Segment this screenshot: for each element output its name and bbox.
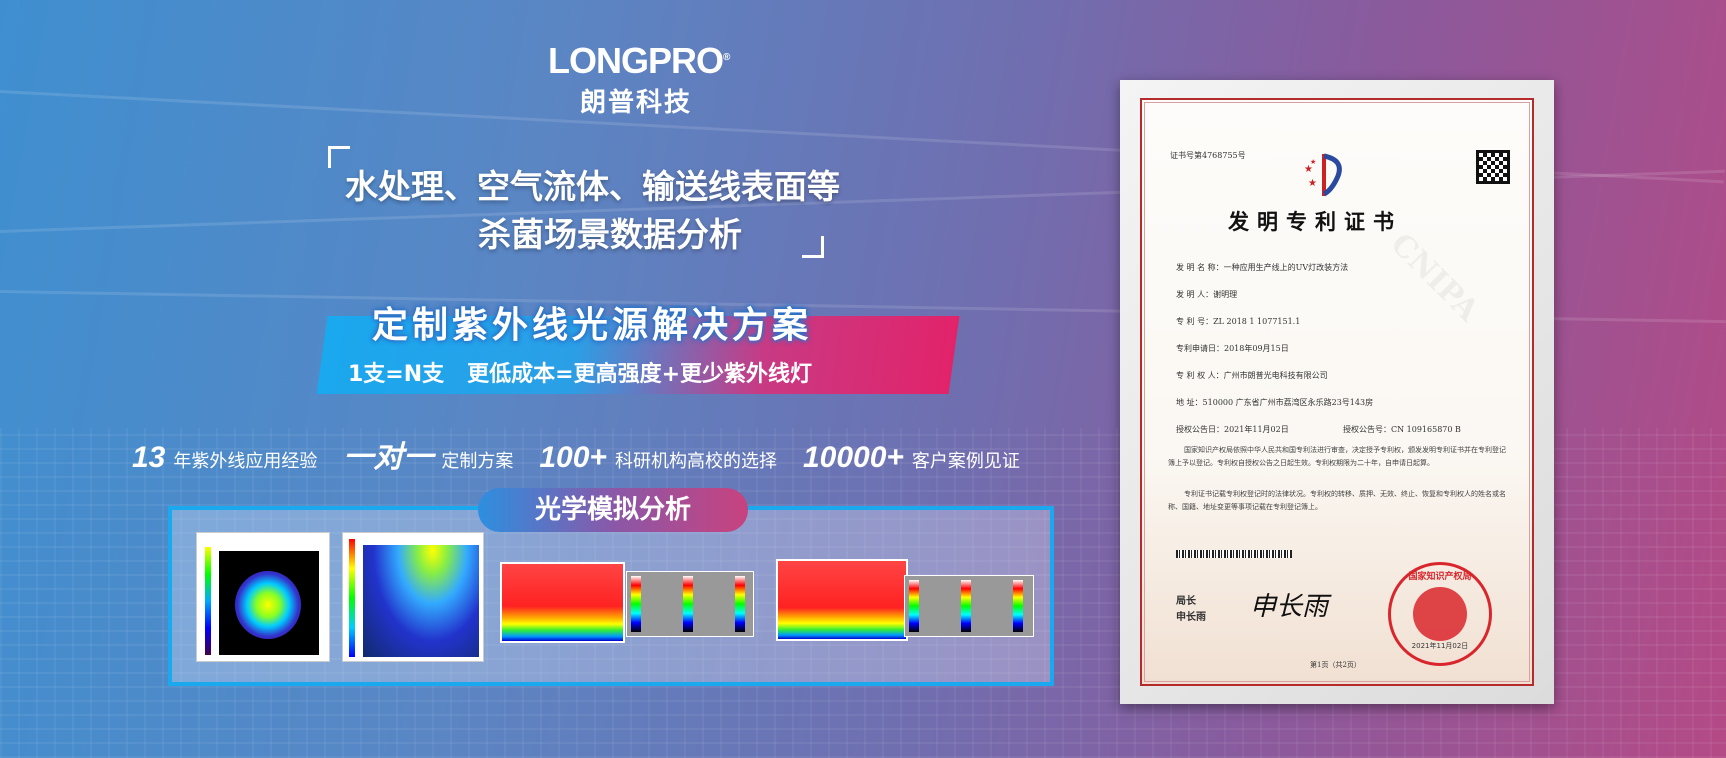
solution-title: 定制紫外线光源解决方案 [372,305,813,346]
certificate-number: 证书号第4768755号 [1170,151,1246,160]
stat-value: 100+ [539,441,607,474]
registered-mark: ® [723,52,730,63]
stat-text: 定制方案 [441,451,514,472]
barcode-icon [1176,550,1292,558]
cnipa-emblem-icon: ★ ★ ★ [1300,150,1344,200]
svg-text:★: ★ [1310,158,1316,166]
page-number: 第1页（共2页） [1310,661,1361,669]
stat-value: 一对一 [343,441,434,474]
certificate-paragraph: 国家知识产权局依照中华人民共和国专利法进行审查，决定授予专利权，颁发发明专利证书… [1168,446,1506,467]
bracket-open-icon [328,146,350,168]
grant-number: 授权公告号：CN 109165870 B [1343,425,1461,434]
signer-title: 局长 [1176,596,1196,607]
brand-logo: LONGPRO® [548,40,730,82]
brand-name-cn: 朗普科技 [580,88,693,118]
certificate-paragraph: 专利证书记载专利权登记时的法律状况。专利权的转移、质押、无效、终止、恢复和专利权… [1168,490,1506,511]
certificate-field: 发 明 名 称：一种应用生产线上的UV灯改装方法 [1176,263,1349,272]
stat-text: 科研机构高校的选择 [614,451,777,472]
certificate-field: 地 址：510000 广东省广州市荔湾区永乐路23号143房 [1176,398,1374,407]
solution-subtitle: 1支=N支 更低成本=更高强度+更少紫外线灯 [348,362,812,387]
simulation-label: 光学模拟分析 [478,488,748,532]
certificate-field: 专 利 号：ZL 2018 1 1077151.1 [1176,317,1301,326]
simulation-plot-scatter [342,532,484,662]
simulation-plot-spot [196,532,330,662]
official-seal: 国家知识产权局 2021年11月02日 [1388,562,1492,666]
stats-row: 13 年紫外线应用经验 一对一 定制方案 100+ 科研机构高校的选择 10000+ 客… [132,432,1038,476]
bracket-close-icon [802,236,824,258]
headline-line1: 水处理、空气流体、输送线表面等 [345,167,840,206]
stat-text: 客户案例见证 [911,451,1020,472]
logo-text: LONGPRO [548,40,724,81]
simulation-heatmap [500,562,625,643]
simulation-legends [904,575,1034,637]
svg-text:★: ★ [1304,164,1313,175]
stat-value: 10000+ [802,441,904,474]
simulation-legends [626,571,754,637]
headline-line2: 杀菌场景数据分析 [478,215,742,254]
grant-date: 授权公告日：2021年11月02日 [1176,425,1289,434]
certificate-field: 发 明 人：谢明理 [1176,290,1238,299]
signature: 申长雨 [1250,592,1329,622]
stat-text: 年紫外线应用经验 [173,451,318,472]
certificate-title: 发明专利证书 [1228,209,1402,234]
certificate-field: 专 利 权 人：广州市朗普光电科技有限公司 [1176,371,1328,380]
simulation-heatmap [776,559,908,641]
stat-value: 13 [132,441,166,474]
svg-text:★: ★ [1308,178,1317,189]
signer-name: 申长雨 [1176,612,1206,623]
qr-code-icon [1476,150,1510,184]
certificate-field: 专利申请日：2018年09月15日 [1176,344,1289,353]
